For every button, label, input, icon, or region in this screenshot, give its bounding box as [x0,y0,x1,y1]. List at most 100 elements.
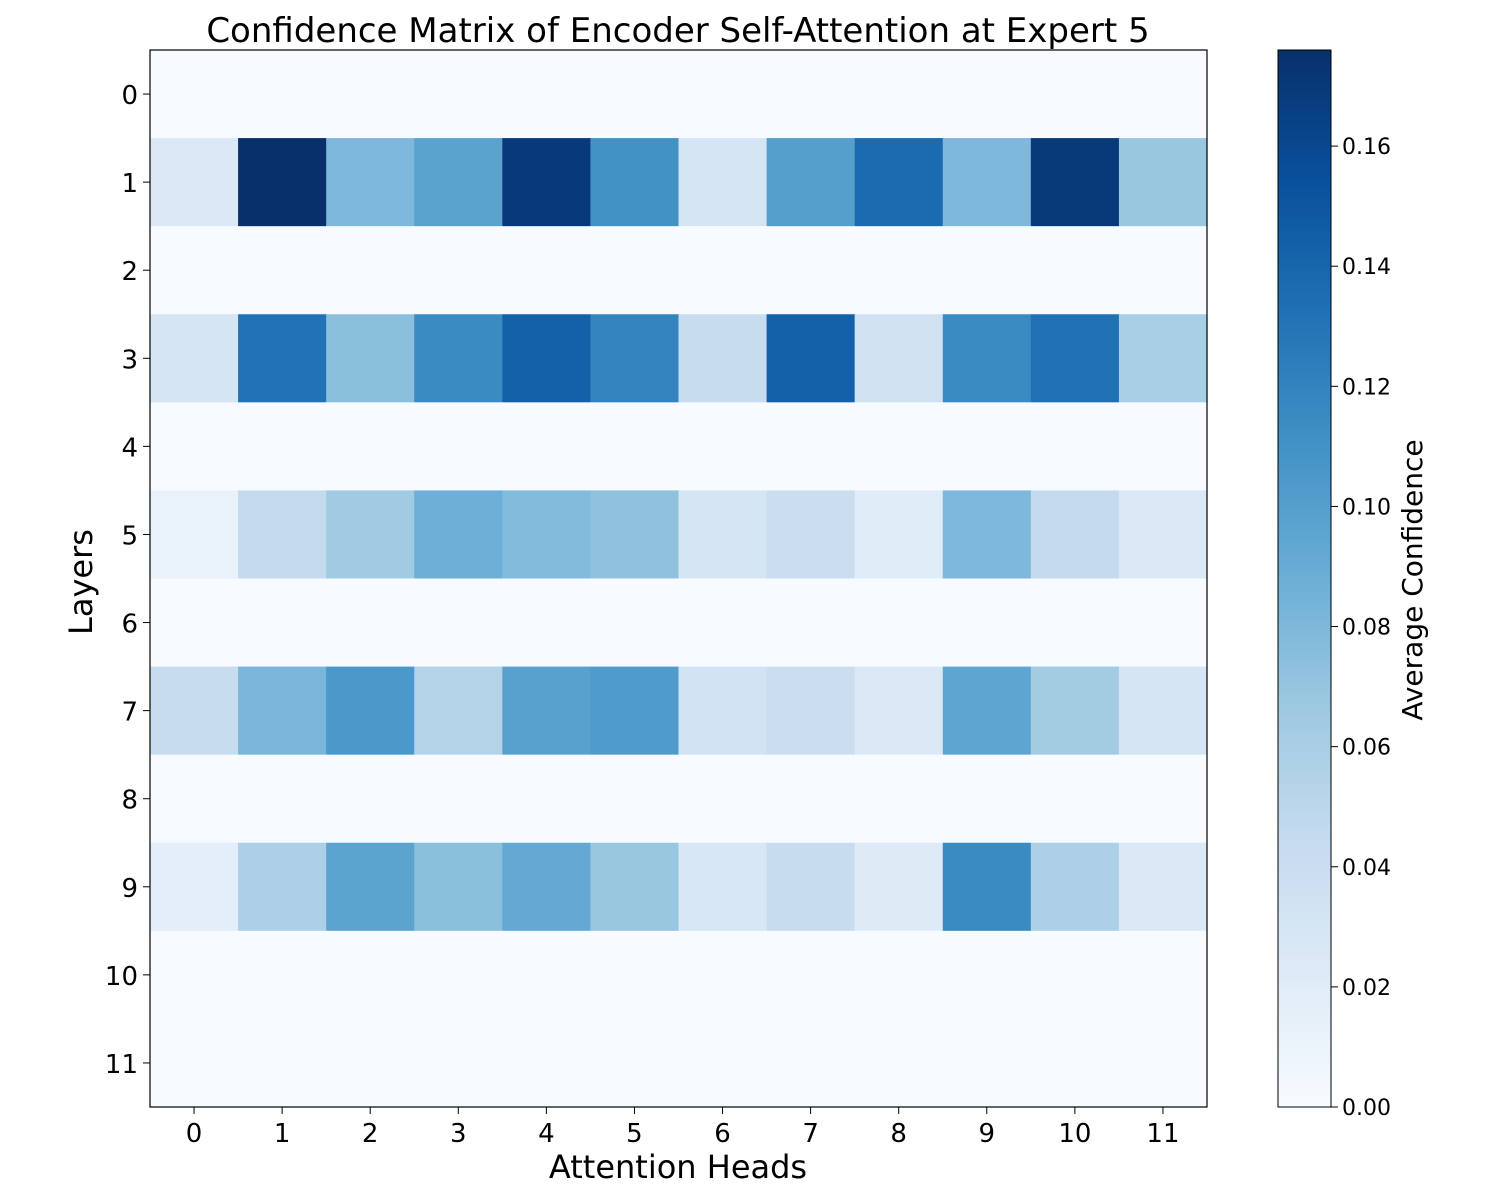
plot-frame [149,49,1208,1108]
heatmap-cell-layer-7-head-6 [678,666,768,756]
y-tick-label: 0 [121,81,138,111]
heatmap-cell-layer-7-head-3 [414,666,503,756]
y-axis-ticks: 0 1 2 3 4 5 6 7 8 9 10 11 [105,81,150,1080]
heatmap-cell-layer-1-head-7 [766,138,856,227]
heatmap-cell-layer-11-head-8 [854,1018,944,1108]
heatmap-cell-layer-0-head-11 [1118,50,1208,139]
heatmap-cell-layer-10-head-9 [942,930,1032,1020]
heatmap-cell-layer-0-head-2 [326,50,415,139]
heatmap-cell-layer-8-head-1 [238,754,327,844]
heatmap-cell-layer-6-head-5 [590,578,680,668]
heatmap-cell-layer-7-head-1 [238,666,327,756]
x-tick-label: 5 [626,1119,643,1149]
heatmap-cell-layer-9-head-1 [238,842,327,932]
heatmap-cell-layer-0-head-9 [942,50,1032,139]
colorbar-label: Average Confidence [1396,439,1429,720]
heatmap-cell-layer-3-head-5 [590,314,680,403]
heatmap-cell-layer-2-head-1 [238,226,327,315]
heatmap-cell-layer-2-head-8 [854,226,944,315]
heatmap-cell-layer-1-head-0 [150,138,239,227]
heatmap-cell-layer-2-head-5 [590,226,680,315]
heatmap-cell-layer-7-head-8 [854,666,944,756]
heatmap-cell-layer-6-head-0 [150,578,239,668]
y-tick-label: 7 [121,698,138,728]
colorbar-tick-label: 0.12 [1342,375,1391,400]
x-axis-label: Attention Heads [549,1148,807,1186]
heatmap-cell-layer-11-head-2 [326,1018,415,1108]
heatmap-cell-layer-11-head-1 [238,1018,327,1108]
y-tick-label: 6 [121,610,138,640]
heatmap-cell-layer-4-head-8 [854,402,944,492]
heatmap-cell-layer-10-head-3 [414,930,503,1020]
colorbar-tick-label: 0.08 [1342,616,1391,641]
heatmap-cell-layer-0-head-8 [854,50,944,139]
heatmap-cell-layer-3-head-10 [1030,314,1120,403]
heatmap-cell-layer-5-head-10 [1030,490,1120,580]
x-tick-label: 11 [1146,1119,1179,1149]
heatmap-cell-layer-7-head-11 [1118,666,1208,756]
heatmap-cell-layer-9-head-6 [678,842,768,932]
heatmap-cell-layer-10-head-2 [326,930,415,1020]
x-axis-ticks: 0 1 2 3 4 5 6 7 8 9 10 11 [186,1107,1180,1149]
heatmap-cell-layer-1-head-8 [854,138,944,227]
heatmap-cell-layer-3-head-11 [1118,314,1208,403]
x-tick-label: 3 [450,1119,467,1149]
y-axis-label: Layers [62,529,100,635]
heatmap-cell-layer-0-head-10 [1030,50,1120,139]
heatmap-cell-layer-3-head-8 [854,314,944,403]
heatmap-cell-layer-11-head-0 [150,1018,239,1108]
heatmap-cell-layer-8-head-4 [502,754,592,844]
y-tick-label: 1 [121,169,138,199]
heatmap-cell-layer-4-head-4 [502,402,592,492]
heatmap-cell-layer-8-head-6 [678,754,768,844]
y-tick-label: 3 [121,345,138,375]
heatmap-cell-layer-4-head-10 [1030,402,1120,492]
heatmap-cell-layer-7-head-7 [766,666,856,756]
colorbar-tick-label: 0.02 [1342,976,1391,1001]
heatmap-cell-layer-1-head-4 [502,138,592,227]
heatmap-cell-layer-2-head-11 [1118,226,1208,315]
heatmap-cell-layer-4-head-5 [590,402,680,492]
heatmap-cell-layer-11-head-11 [1118,1018,1208,1108]
heatmap-cell-layer-5-head-4 [502,490,592,580]
heatmap-cell-layer-5-head-3 [414,490,503,580]
x-tick-label: 7 [802,1119,819,1149]
heatmap-cell-layer-6-head-4 [502,578,592,668]
heatmap-cell-layer-10-head-5 [590,930,680,1020]
heatmap-cell-layer-2-head-10 [1030,226,1120,315]
heatmap-cell-layer-0-head-5 [590,50,680,139]
heatmap-cell-layer-11-head-7 [766,1018,856,1108]
heatmap-cell-layer-7-head-10 [1030,666,1120,756]
heatmap-cell-layer-6-head-1 [238,578,327,668]
heatmap-cell-layer-4-head-0 [150,402,239,492]
heatmap-cell-layer-5-head-6 [678,490,768,580]
y-tick-label: 2 [121,257,138,287]
heatmap-cell-layer-7-head-5 [590,666,680,756]
heatmap-cell-layer-7-head-9 [942,666,1032,756]
heatmap-cell-layer-3-head-4 [502,314,592,403]
heatmap-cell-layer-9-head-7 [766,842,856,932]
heatmap-cell-layer-5-head-11 [1118,490,1208,580]
heatmap-cell-layer-11-head-9 [942,1018,1032,1108]
colorbar-ticks: 0.00 0.02 0.04 0.06 0.08 0.10 0.12 0.14 0.16 [1331,135,1391,1121]
heatmap-cell-layer-2-head-0 [150,226,239,315]
heatmap-cell-layer-10-head-1 [238,930,327,1020]
heatmap-cell-layer-11-head-6 [678,1018,768,1108]
heatmap-cell-layer-5-head-0 [150,490,239,580]
colorbar [1277,49,1332,1108]
heatmap-cell-layer-4-head-2 [326,402,415,492]
heatmap-cell-layer-9-head-3 [414,842,503,932]
y-tick-label: 5 [121,521,138,551]
heatmap-cell-layer-10-head-10 [1030,930,1120,1020]
heatmap-cells [150,50,1208,1108]
heatmap-cell-layer-10-head-6 [678,930,768,1020]
heatmap-cell-layer-5-head-1 [238,490,327,580]
heatmap-cell-layer-4-head-7 [766,402,856,492]
heatmap-cell-layer-8-head-3 [414,754,503,844]
x-tick-label: 4 [538,1119,555,1149]
heatmap-cell-layer-1-head-10 [1030,138,1120,227]
heatmap-cell-layer-10-head-11 [1118,930,1208,1020]
x-tick-label: 8 [890,1119,907,1149]
heatmap-cell-layer-4-head-6 [678,402,768,492]
